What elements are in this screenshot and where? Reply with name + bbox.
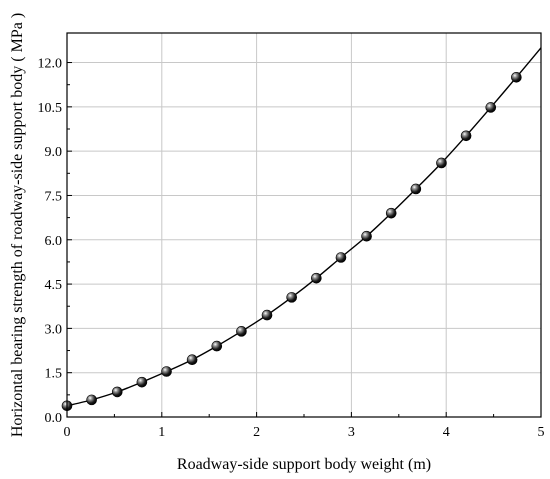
data-point — [311, 272, 322, 284]
y-tick-label: 4.5 — [45, 278, 63, 293]
y-tick-label: 12.0 — [38, 57, 63, 72]
x-tick-label: 4 — [443, 425, 450, 440]
x-tick-label: 3 — [348, 425, 355, 440]
x-axis-title: Roadway-side support body weight (m) — [177, 456, 431, 473]
data-point — [136, 376, 148, 388]
grid-lines — [67, 33, 541, 417]
data-point — [460, 130, 472, 142]
y-tick-label: 3.0 — [45, 322, 63, 337]
data-point — [410, 183, 422, 195]
data-point — [286, 292, 297, 303]
axis-tick-labels: 0 1 2 3 4 5 0.0 1.5 3.0 4.5 6.0 7.5 9.0 10.5 12.0 — [38, 57, 545, 440]
y-tick-label: 1.5 — [45, 367, 63, 382]
x-tick-label: 0 — [64, 425, 71, 440]
data-point — [436, 157, 447, 169]
x-tick-label: 1 — [158, 425, 165, 440]
y-tick-label: 10.5 — [38, 101, 63, 116]
data-point — [236, 326, 247, 337]
data-markers — [61, 72, 522, 412]
fitted-curve — [66, 47, 542, 407]
y-axis-title: Horizontal bearing strength of roadway-s… — [9, 13, 26, 437]
data-point — [161, 366, 172, 377]
data-point — [111, 386, 123, 398]
x-tick-label: 2 — [253, 425, 260, 440]
x-tick-label: 5 — [538, 425, 545, 440]
data-point — [511, 72, 522, 83]
plot-frame — [66, 32, 542, 418]
y-tick-label: 6.0 — [45, 234, 63, 249]
y-tick-label: 0.0 — [45, 411, 63, 426]
data-point — [186, 354, 198, 365]
axis-ticks — [66, 62, 542, 418]
data-point — [86, 394, 97, 406]
y-tick-label: 7.5 — [45, 189, 63, 204]
data-point — [261, 309, 273, 321]
data-point — [335, 252, 347, 263]
data-point — [361, 230, 372, 242]
data-point — [385, 207, 397, 219]
y-tick-label: 9.0 — [45, 145, 63, 160]
data-point — [485, 102, 497, 113]
data-point — [211, 340, 223, 352]
